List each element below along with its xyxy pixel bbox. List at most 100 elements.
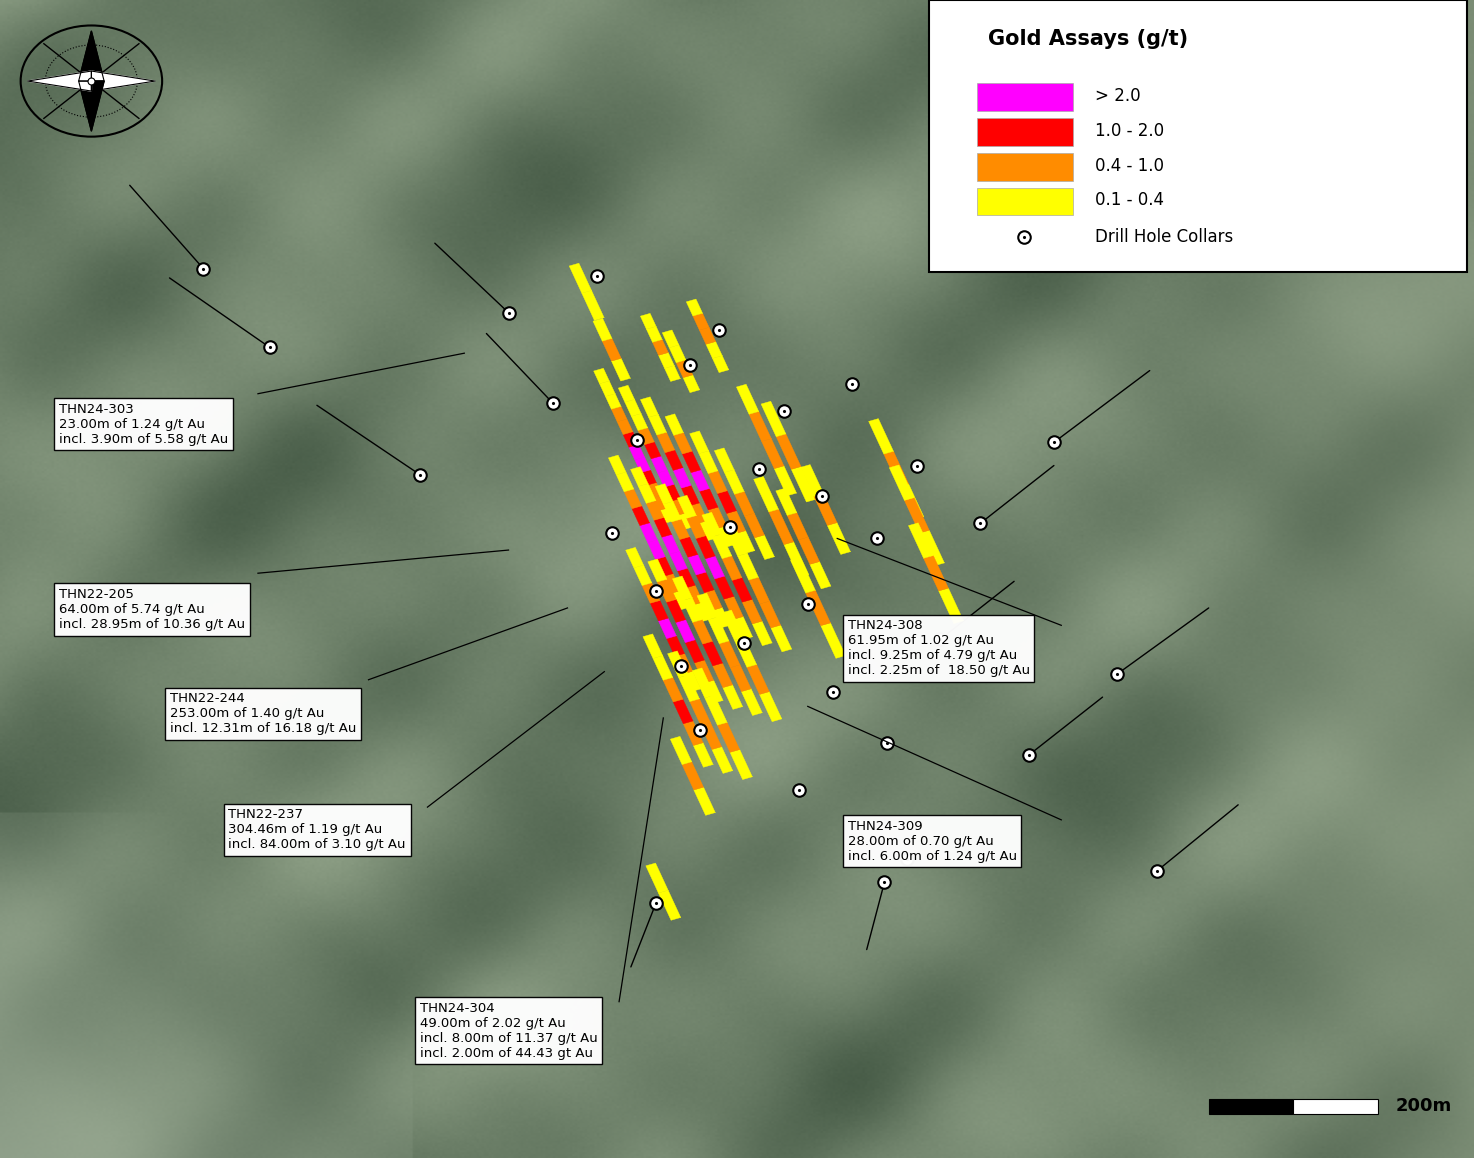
- Polygon shape: [671, 591, 688, 610]
- Polygon shape: [674, 699, 693, 724]
- Polygon shape: [708, 471, 727, 493]
- Polygon shape: [594, 368, 609, 383]
- Polygon shape: [631, 467, 649, 486]
- Polygon shape: [737, 384, 759, 415]
- Polygon shape: [752, 621, 772, 646]
- Text: THN22-237
304.46m of 1.19 g/t Au
incl. 84.00m of 3.10 g/t Au: THN22-237 304.46m of 1.19 g/t Au incl. 8…: [228, 808, 405, 851]
- Polygon shape: [734, 637, 756, 667]
- Polygon shape: [659, 352, 674, 368]
- Polygon shape: [693, 742, 713, 768]
- Polygon shape: [647, 327, 662, 343]
- Polygon shape: [665, 450, 682, 470]
- Polygon shape: [671, 736, 691, 764]
- Polygon shape: [28, 71, 91, 91]
- Polygon shape: [662, 534, 680, 555]
- Polygon shape: [722, 556, 741, 580]
- Polygon shape: [924, 556, 948, 591]
- Polygon shape: [775, 489, 797, 515]
- Text: THN24-303
23.00m of 1.24 g/t Au
incl. 3.90m of 5.58 g/t Au: THN24-303 23.00m of 1.24 g/t Au incl. 3.…: [59, 403, 228, 446]
- Polygon shape: [787, 513, 808, 540]
- Polygon shape: [606, 394, 621, 409]
- Polygon shape: [665, 366, 681, 381]
- Polygon shape: [668, 651, 688, 677]
- Bar: [977, 83, 1073, 111]
- Polygon shape: [657, 432, 675, 453]
- Polygon shape: [814, 493, 837, 526]
- Polygon shape: [706, 342, 722, 359]
- Text: 0.1 - 0.4: 0.1 - 0.4: [1095, 191, 1164, 210]
- Polygon shape: [809, 562, 831, 588]
- Polygon shape: [708, 617, 730, 644]
- Polygon shape: [790, 558, 815, 593]
- Polygon shape: [682, 452, 700, 472]
- Polygon shape: [705, 695, 727, 725]
- Polygon shape: [677, 496, 696, 519]
- Polygon shape: [699, 450, 718, 474]
- Polygon shape: [653, 339, 668, 356]
- Text: 200m: 200m: [1396, 1098, 1452, 1115]
- Bar: [1209, 1099, 1294, 1114]
- Polygon shape: [652, 456, 668, 472]
- Polygon shape: [759, 601, 781, 628]
- Polygon shape: [647, 540, 665, 559]
- Polygon shape: [625, 400, 641, 417]
- Polygon shape: [665, 413, 684, 435]
- Polygon shape: [635, 457, 650, 472]
- Polygon shape: [91, 71, 155, 91]
- Polygon shape: [609, 455, 626, 475]
- Polygon shape: [762, 439, 784, 469]
- Polygon shape: [677, 513, 694, 529]
- Polygon shape: [737, 554, 759, 580]
- Polygon shape: [709, 507, 727, 528]
- Polygon shape: [665, 484, 681, 501]
- Polygon shape: [618, 386, 635, 402]
- Polygon shape: [624, 432, 638, 447]
- Polygon shape: [697, 521, 716, 541]
- Polygon shape: [693, 620, 712, 644]
- Polygon shape: [759, 691, 781, 721]
- Polygon shape: [690, 431, 709, 454]
- Polygon shape: [705, 680, 724, 703]
- Polygon shape: [703, 642, 722, 666]
- Polygon shape: [672, 519, 690, 540]
- Polygon shape: [671, 498, 687, 515]
- Polygon shape: [749, 577, 769, 604]
- Polygon shape: [696, 572, 713, 593]
- Text: > 2.0: > 2.0: [1095, 87, 1141, 105]
- Polygon shape: [777, 434, 800, 469]
- Polygon shape: [631, 413, 647, 431]
- Polygon shape: [593, 318, 612, 342]
- Polygon shape: [663, 573, 681, 593]
- Polygon shape: [677, 360, 693, 378]
- Polygon shape: [713, 664, 733, 688]
- Polygon shape: [624, 489, 641, 508]
- Polygon shape: [603, 338, 621, 361]
- Polygon shape: [712, 608, 731, 628]
- Polygon shape: [722, 610, 744, 640]
- Polygon shape: [724, 596, 743, 620]
- Polygon shape: [920, 530, 945, 565]
- Polygon shape: [716, 526, 736, 548]
- Polygon shape: [629, 445, 644, 460]
- Polygon shape: [612, 358, 631, 381]
- Polygon shape: [769, 510, 793, 544]
- Polygon shape: [700, 489, 718, 510]
- Polygon shape: [659, 508, 674, 523]
- Polygon shape: [722, 684, 743, 710]
- Polygon shape: [715, 448, 734, 472]
- Polygon shape: [784, 542, 809, 577]
- Polygon shape: [718, 491, 737, 513]
- Polygon shape: [699, 328, 716, 344]
- Polygon shape: [640, 314, 656, 329]
- Polygon shape: [657, 470, 674, 488]
- Polygon shape: [730, 665, 752, 691]
- Polygon shape: [693, 668, 715, 698]
- Polygon shape: [771, 625, 792, 652]
- Bar: [977, 153, 1073, 181]
- Polygon shape: [634, 565, 652, 586]
- Polygon shape: [685, 585, 703, 604]
- Text: THN24-308
61.95m of 1.02 g/t Au
incl. 9.25m of 4.79 g/t Au
incl. 2.25m of  18.50: THN24-308 61.95m of 1.02 g/t Au incl. 9.…: [848, 620, 1030, 677]
- Polygon shape: [719, 640, 740, 668]
- Polygon shape: [643, 633, 663, 659]
- Polygon shape: [694, 787, 715, 815]
